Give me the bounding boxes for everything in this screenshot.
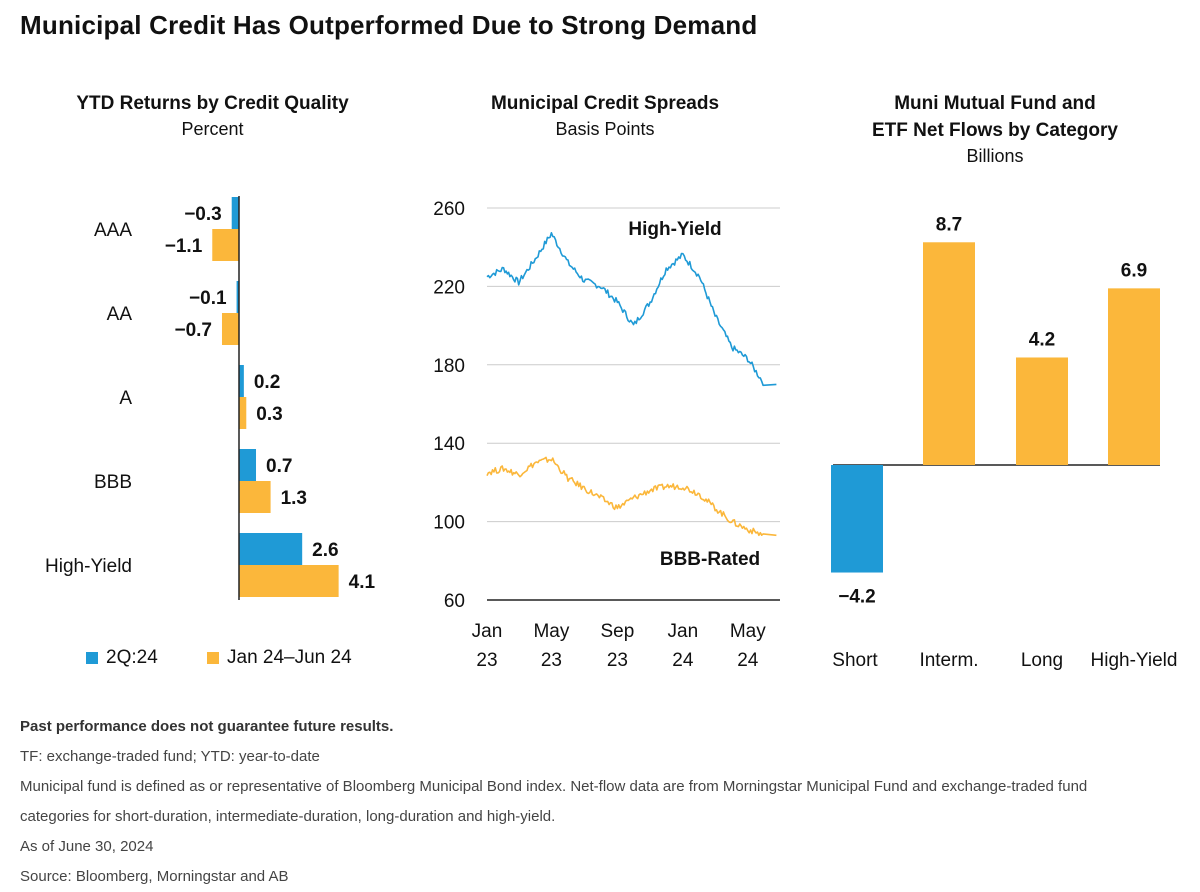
y-tick-label-100: 100 [433,513,465,534]
y-tick-label-140: 140 [433,434,465,455]
footnote-definition-2: categories for short-duration, intermedi… [20,808,556,825]
legend-label-2q24: 2Q:24 [106,647,158,668]
x-tick-month-4: May [730,621,766,642]
data-label-aa-series-2: −0.7 [174,320,212,341]
footnote-disclaimer: Past performance does not guarantee futu… [20,718,394,735]
bar-aa-series-2 [221,313,239,345]
category-label-high-yield: High-Yield [45,556,132,577]
footnote-as-of: As of June 30, 2024 [20,838,154,855]
data-label-high-yield: 6.9 [1121,260,1147,281]
x-tick-month-3: Jan [668,621,699,642]
category-label-long: Long [1021,650,1063,671]
bar-aa-series-1 [236,281,239,313]
category-label-short: Short [832,650,878,671]
data-label-a-series-2: 0.3 [256,404,282,425]
legend-swatch-gold [207,652,219,664]
data-label-bbb-series-1: 0.7 [266,456,292,477]
x-tick-year-0: 23 [476,650,497,671]
legend-item-ytd: Jan 24–Jun 24 [207,647,352,669]
spreads-chart-title: Municipal Credit Spreads [490,93,720,114]
returns-chart-title: YTD Returns by Credit Quality [76,93,349,114]
category-label-aaa: AAA [94,220,132,241]
category-label-a: A [119,388,132,409]
bar-high-yield-series-2 [239,565,339,597]
bar-bbb-series-2 [239,481,271,513]
series-label-high-yield: High-Yield [628,219,721,240]
data-label-high-yield-series-1: 2.6 [312,540,338,561]
footnote-source: Source: Bloomberg, Morningstar and AB [20,868,289,885]
bar-long [1016,357,1068,465]
bar-high-yield [1108,288,1160,465]
footnote-definition-1: Municipal fund is defined as or represen… [20,778,1088,795]
y-tick-label-260: 260 [433,199,465,220]
data-label-long: 4.2 [1029,329,1055,350]
x-tick-year-1: 23 [541,650,562,671]
y-tick-label-60: 60 [444,591,465,612]
legend-item-2q24: 2Q:24 [86,647,158,669]
legend-label-ytd: Jan 24–Jun 24 [227,647,352,668]
data-label-a-series-1: 0.2 [254,372,280,393]
footnote-abbreviations: TF: exchange-traded fund; YTD: year-to-d… [20,748,320,765]
data-label-short: −4.2 [838,587,876,608]
main-title: Municipal Credit Has Outperformed Due to… [20,10,758,40]
category-label-interm-: Interm. [919,650,978,671]
flows-chart-title-line-2: ETF Net Flows by Category [872,120,1118,141]
data-label-high-yield-series-2: 4.1 [349,572,376,593]
series-line-high-yield [486,232,777,387]
category-label-high-yield: High-Yield [1091,650,1178,671]
flows-chart-subtitle: Billions [966,146,1024,166]
bar-aaa-series-1 [231,197,239,229]
x-tick-year-3: 24 [672,650,694,671]
bar-high-yield-series-1 [239,533,303,565]
x-tick-month-1: May [533,621,569,642]
x-tick-year-4: 24 [737,650,759,671]
series-line-bbb-rated [486,456,777,537]
bar-a-series-2 [239,397,247,429]
footnotes: Past performance does not guarantee futu… [20,712,1087,892]
data-label-aa-series-1: −0.1 [189,288,227,309]
legend-swatch-blue [86,652,98,664]
bar-short [831,465,883,573]
bar-bbb-series-1 [239,449,257,481]
y-tick-label-220: 220 [433,277,465,298]
returns-chart-subtitle: Percent [181,119,244,139]
data-label-aaa-series-2: −1.1 [165,236,203,257]
bar-aaa-series-2 [212,229,239,261]
flows-chart-title: Muni Mutual Fund and ETF Net Flows by Ca… [820,90,1170,144]
y-tick-label-180: 180 [433,356,465,377]
x-tick-month-2: Sep [600,621,634,642]
category-label-aa: AA [107,304,133,325]
bar-interm- [923,242,975,465]
flows-chart-title-line-1: Muni Mutual Fund and [894,93,1096,114]
bar-a-series-1 [239,365,244,397]
data-label-bbb-series-2: 1.3 [281,488,307,509]
x-tick-month-0: Jan [472,621,503,642]
spreads-chart-subtitle: Basis Points [555,119,655,139]
series-label-bbb-rated: BBB-Rated [660,549,760,570]
x-tick-year-2: 23 [607,650,628,671]
data-label-aaa-series-1: −0.3 [184,204,222,225]
category-label-bbb: BBB [94,472,132,493]
data-label-interm-: 8.7 [936,214,962,235]
